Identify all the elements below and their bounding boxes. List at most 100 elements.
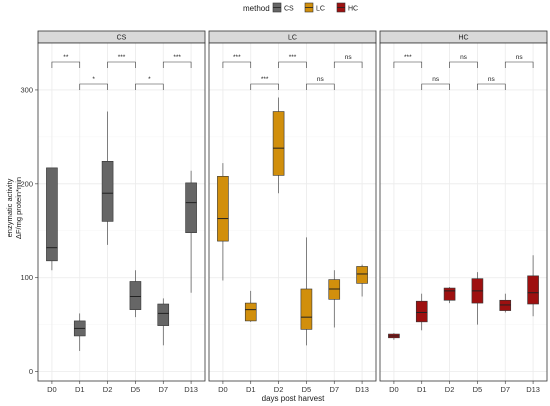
sig-bracket-cs-2: * [79,76,108,90]
sig-bracket-hc-2: ns [421,76,450,90]
sig-bracket-label: *** [404,54,412,61]
sig-bracket-lc-4: ns [306,76,335,90]
sig-bracket-line [79,83,108,90]
sig-bracket-line [162,61,192,68]
x-tick-label-cs-d7: D7 [158,385,168,394]
box-lc-d2 [272,97,285,194]
sig-bracket-line [107,61,136,68]
box-lc-d7 [328,270,341,328]
box-cs-d1 [73,313,86,351]
box-body [157,303,170,326]
y-axis: 0 100 200 300 [20,85,38,376]
sig-bracket-line [504,61,534,68]
x-tick-label-hc-d5: D5 [473,385,483,394]
sig-bracket-line [278,61,307,68]
x-tick-label-cs-d0: D0 [47,385,57,394]
panel-cs: CS**********D0 D1 D2 D5 D7 D13 [37,30,206,394]
box-hc-d13 [527,255,539,317]
panel-plot-area-cs [38,43,205,381]
sig-bracket-line [222,61,252,68]
box-body [185,182,197,233]
sig-bracket-cs-3: *** [107,54,136,68]
y-tick-label-200: 200 [20,179,33,188]
sig-bracket-lc-5: ns [333,54,363,68]
sig-bracket-lc-1: *** [222,54,252,68]
sig-bracket-label: * [148,76,151,83]
box-hc-d5 [471,272,484,325]
sig-bracket-label: *** [233,54,241,61]
sig-bracket-cs-1: ** [51,54,81,68]
box-lc-d1 [244,290,257,322]
box-cs-d13 [185,170,197,293]
sig-bracket-label: ** [63,54,69,61]
sig-bracket-label: ns [432,76,440,83]
sig-bracket-label: *** [289,54,297,61]
panel-strip-label-lc: LC [288,35,297,42]
y-axis-title-line1: enzymatic activity [5,178,14,237]
box-body [101,161,114,222]
box-hc-d1 [415,293,428,331]
box-body [527,275,539,305]
box-hc-d0 [388,333,400,340]
x-tick-label-cs-d1: D1 [75,385,85,394]
y-tick-label-100: 100 [20,273,33,282]
sig-bracket-line [306,83,335,90]
legend-label-cs: CS [284,6,294,13]
panel-strip-label-hc: HC [458,35,468,42]
box-body [443,287,456,301]
legend-label-lc: LC [316,6,325,13]
box-body [244,302,257,322]
sig-bracket-label: * [92,76,95,83]
sig-bracket-line [51,61,81,68]
panel-border-cs [37,42,206,382]
sig-bracket-hc-4: ns [477,76,506,90]
box-body [356,266,368,284]
x-tick-label-lc-d5: D5 [302,385,312,394]
sig-bracket-line [393,61,423,68]
panels: CS**********D0 D1 D2 D5 D7 D13LC*********nsns… [37,30,548,394]
x-tick-label-hc-d1: D1 [417,385,427,394]
box-body [217,176,229,242]
panel-border-hc [379,42,548,382]
panel-hc: HC *** ns ns ns ns D0 D1 D2 D5 D7 D13 [379,30,548,394]
x-tick-label-hc-d13: D13 [526,385,540,394]
panel-border-lc [208,42,377,382]
sig-bracket-cs-5: *** [162,54,192,68]
x-tick-label-hc-d7: D7 [500,385,510,394]
box-cs-d5 [129,270,142,318]
box-lc-d13 [356,264,368,297]
box-body [272,111,285,176]
sig-bracket-line [477,83,506,90]
x-tick-label-cs-d13: D13 [184,385,198,394]
box-cs-d2 [101,111,114,245]
panel-lc: LC *** *** *** ns ns D0 D1 D2 D5 D7 D13 [208,30,377,394]
sig-bracket-hc-1: *** [393,54,423,68]
sig-bracket-label: ns [345,54,353,61]
sig-bracket-line [421,83,450,90]
box-hc-d2 [443,287,456,304]
legend: method CS LC HC [243,2,358,13]
sig-bracket-hc-3: ns [449,54,478,68]
box-body [415,300,428,323]
box-cs-d7 [157,298,170,346]
box-body [300,288,313,330]
panel-strip-label-cs: CS [117,35,127,42]
sig-bracket-label: ns [516,54,524,61]
sig-bracket-line [250,83,279,90]
sig-bracket-label: ns [460,54,468,61]
x-tick-label-hc-d0: D0 [389,385,399,394]
box-hc-d7 [499,293,512,313]
panel-plot-area-lc [209,43,376,381]
sig-bracket-cs-4: * [135,76,164,90]
box-lc-d0 [217,163,229,281]
x-tick-label-lc-d13: D13 [355,385,369,394]
box-lc-d5 [300,237,313,346]
x-tick-label-lc-d2: D2 [274,385,284,394]
legend-title: method [243,4,270,13]
x-axis-title: days post harvest [262,394,325,403]
sig-bracket-label: ns [488,76,496,83]
sig-bracket-lc-2: *** [250,76,279,90]
box-body [129,281,142,310]
legend-label-hc: HC [348,6,358,13]
